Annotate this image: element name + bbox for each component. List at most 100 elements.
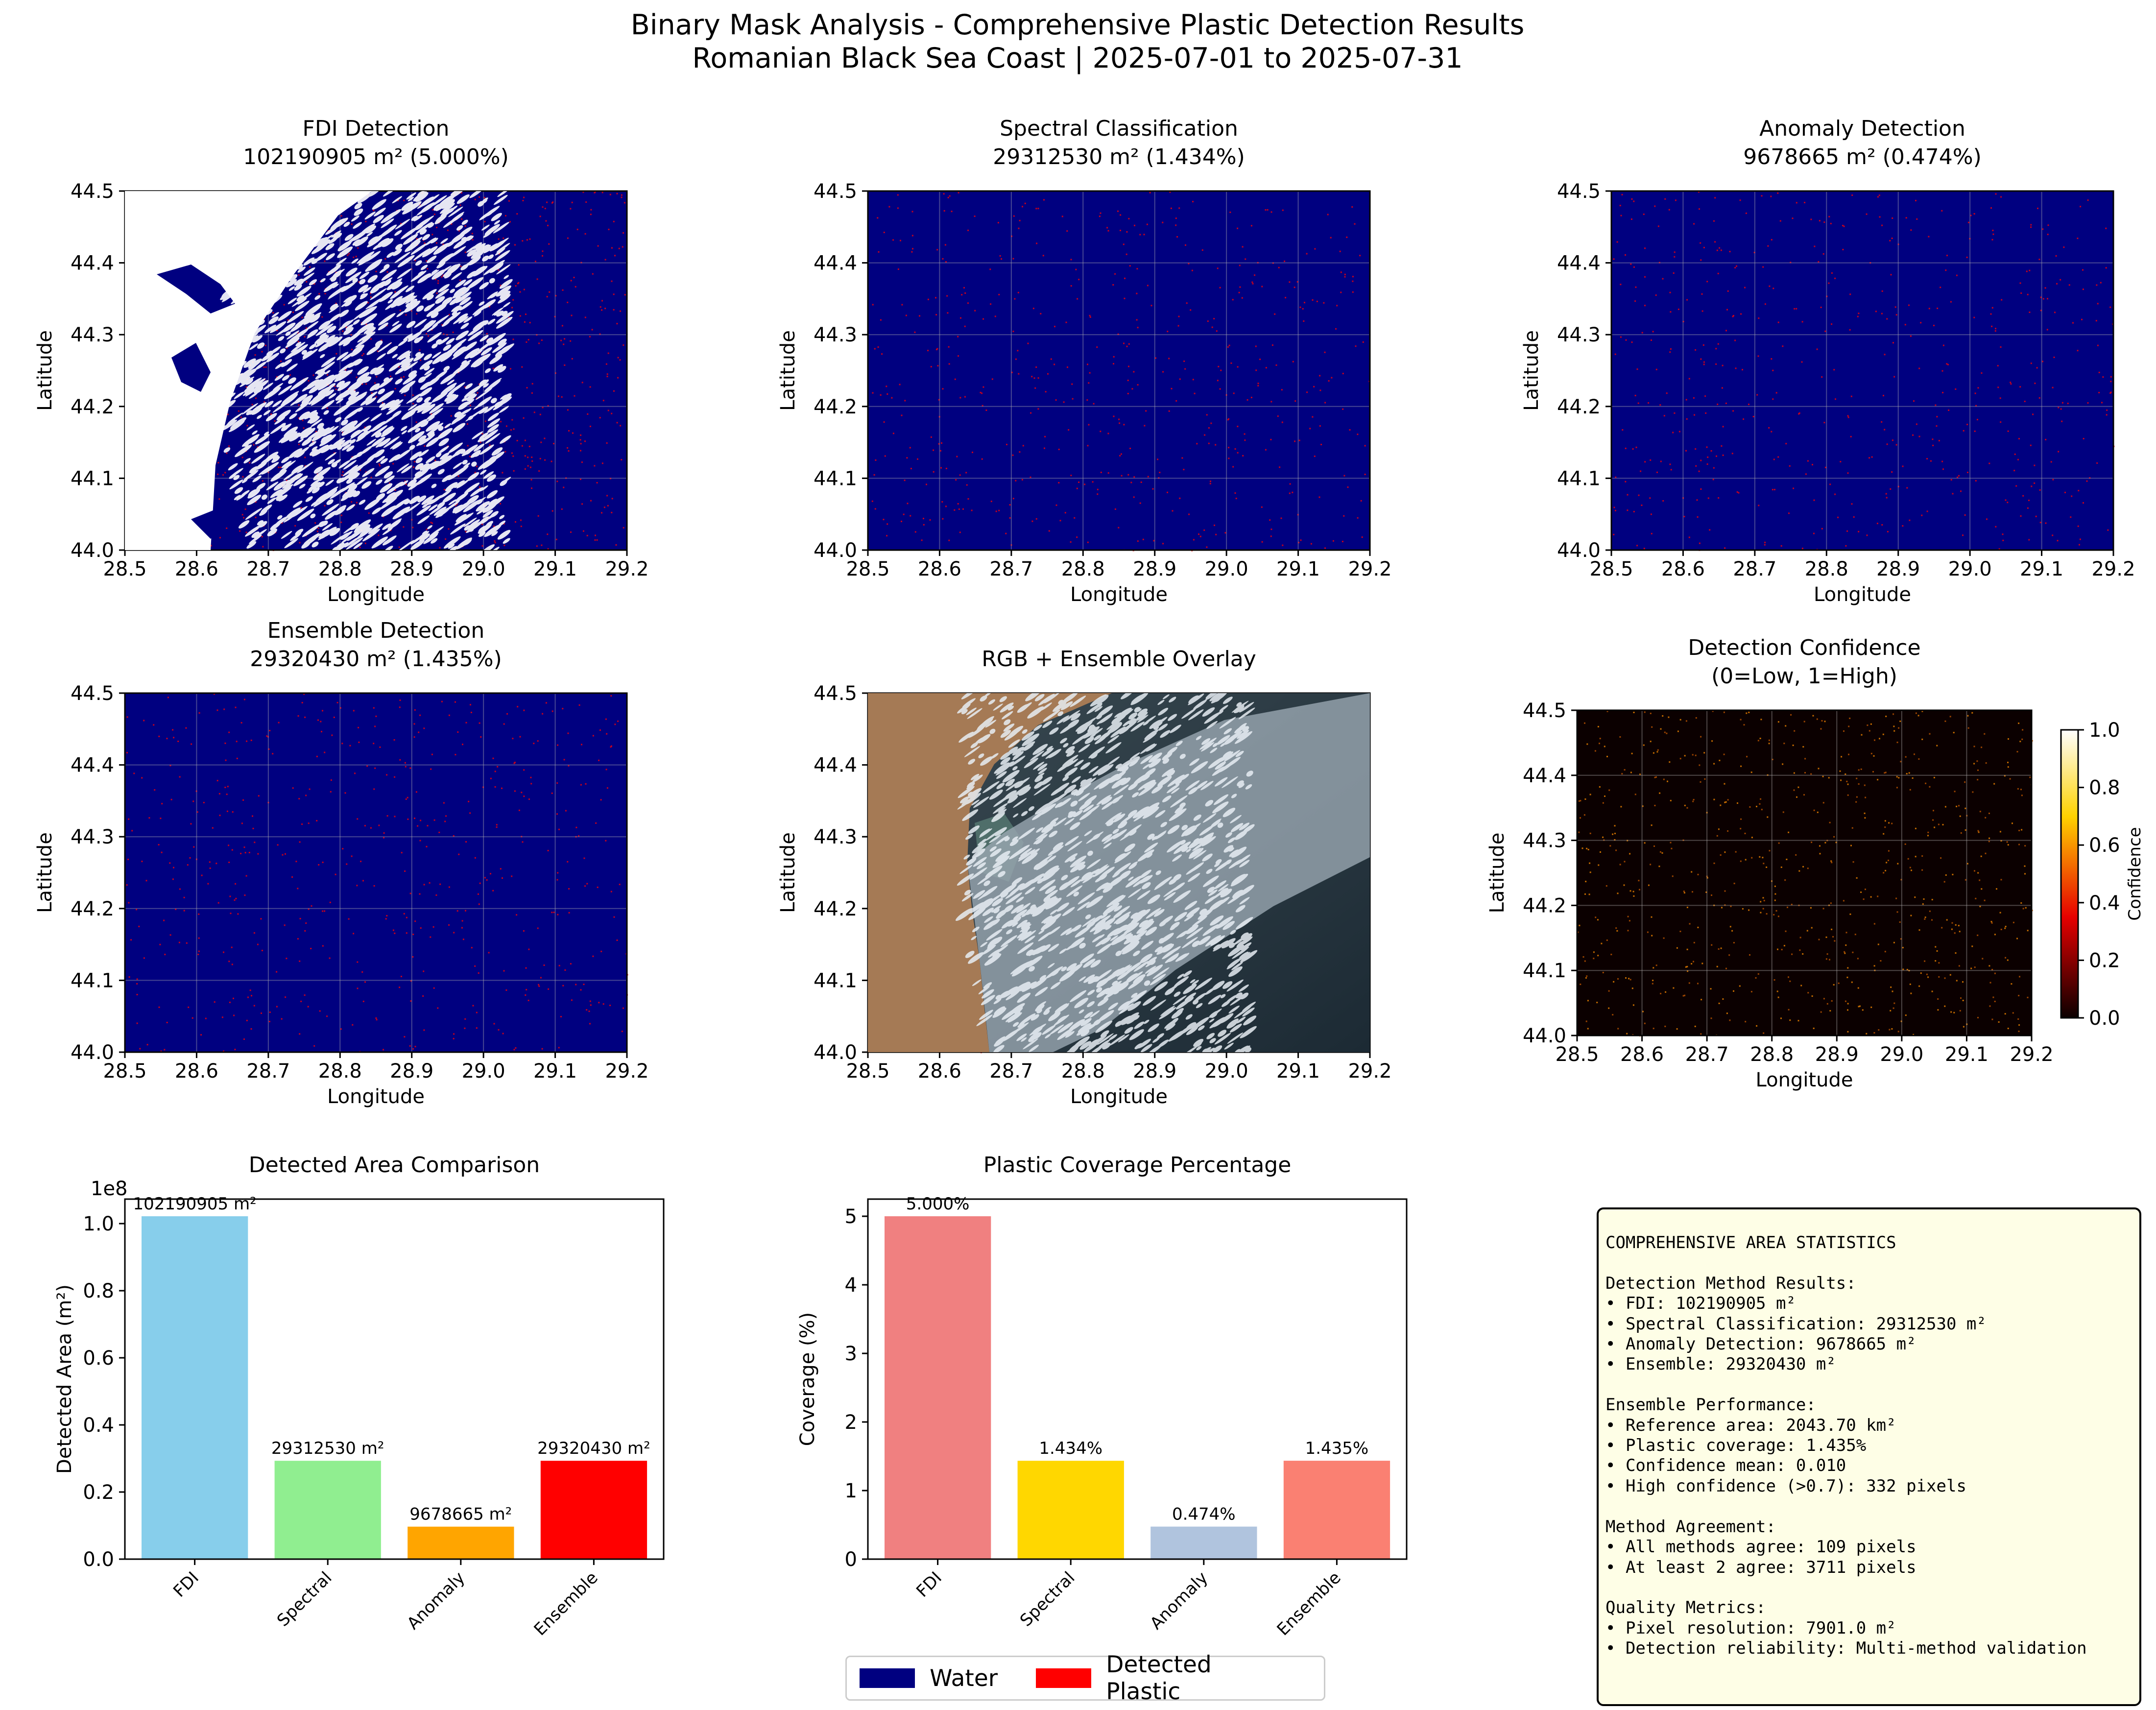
speckle (1063, 401, 1065, 403)
speckle (405, 766, 407, 768)
speckle (1952, 493, 1954, 494)
speckle (280, 361, 282, 362)
speckle (308, 1006, 309, 1008)
speckle (488, 952, 490, 953)
y-tick-label: 44.2 (71, 396, 114, 418)
map-panel-2: 28.5 28.6 28.7 28.8 28.9 29.0 29.1 29.244.044.1… (1520, 116, 2135, 606)
speckle (623, 1008, 624, 1009)
speckle (1954, 791, 1956, 792)
speckle (542, 713, 543, 715)
speckle (996, 510, 997, 512)
speckle (1926, 458, 1928, 459)
speckle (910, 515, 911, 517)
x-tick-label: 28.9 (1133, 1060, 1176, 1083)
speckle (530, 777, 531, 778)
speckle (580, 439, 581, 440)
x-tick-label: 28.9 (1133, 558, 1176, 580)
speckle (403, 376, 405, 378)
speckle (1906, 487, 1908, 489)
speckle (461, 927, 463, 929)
speckle (217, 780, 218, 781)
speckle (1602, 837, 1604, 838)
speckle (2010, 382, 2011, 383)
speckle (1940, 857, 1941, 859)
speckle (1776, 910, 1777, 912)
speckle (1123, 343, 1125, 344)
speckle (564, 338, 565, 339)
speckle (1994, 1001, 1996, 1002)
speckle (1889, 240, 1891, 241)
speckle (1092, 481, 1094, 482)
speckle (580, 989, 582, 990)
speckle (1897, 863, 1898, 865)
speckle (1624, 885, 1625, 886)
speckle (1807, 867, 1809, 869)
speckle (1628, 916, 1629, 917)
y-axis-label: Latitude (777, 330, 799, 411)
speckle (1637, 368, 1638, 370)
speckle (1118, 527, 1119, 529)
speckle (1934, 777, 1935, 778)
speckle (1778, 322, 1779, 323)
y-tick-label: 0 (845, 1548, 857, 1571)
speckle (1721, 907, 1723, 908)
speckle (228, 961, 230, 962)
speckle (1198, 533, 1199, 535)
speckle (1937, 950, 1938, 952)
speckle (1031, 376, 1032, 377)
speckle (1977, 935, 1978, 936)
speckle (1740, 766, 1742, 767)
speckle (547, 533, 548, 535)
speckle (300, 918, 301, 919)
speckle (326, 1015, 328, 1017)
speckle (190, 823, 192, 824)
speckle (356, 885, 358, 886)
speckle (218, 498, 220, 500)
speckle (490, 778, 492, 779)
speckle (430, 769, 431, 770)
speckle (1314, 248, 1316, 250)
speckle (243, 517, 244, 519)
speckle (2008, 844, 2009, 845)
speckle (465, 841, 467, 843)
speckle (542, 407, 544, 408)
speckle (1604, 795, 1605, 797)
speckle (1133, 371, 1134, 373)
speckle (1136, 319, 1138, 321)
speckle (915, 531, 916, 532)
speckle (1991, 922, 1993, 924)
speckle (1725, 330, 1727, 331)
speckle (2036, 367, 2038, 368)
speckle (479, 883, 481, 884)
speckle (1084, 483, 1085, 485)
speckle (1630, 890, 1631, 891)
speckle (387, 815, 388, 817)
speckle (1916, 713, 1917, 714)
speckle (981, 392, 982, 394)
speckle (1679, 931, 1681, 932)
speckle (584, 885, 586, 887)
speckle (254, 1005, 255, 1007)
x-tick-label: 29.2 (1348, 1060, 1391, 1083)
speckle (1667, 781, 1668, 782)
speckle (1722, 387, 1723, 389)
speckle (1727, 290, 1729, 292)
speckle (1615, 354, 1616, 355)
speckle (1584, 814, 1585, 816)
speckle (1996, 888, 1997, 890)
speckle (1950, 974, 1951, 976)
speckle (570, 963, 572, 964)
speckle (914, 332, 915, 333)
speckle (226, 453, 228, 454)
speckle (1703, 752, 1705, 753)
speckle (1693, 397, 1695, 399)
speckle (1910, 336, 1912, 337)
speckle (1706, 281, 1708, 282)
speckle (205, 1018, 207, 1019)
speckle (1794, 790, 1795, 791)
speckle (1785, 443, 1787, 444)
speckle (948, 197, 949, 198)
speckle (375, 1017, 377, 1019)
speckle (1761, 195, 1763, 196)
speckle (1175, 217, 1177, 219)
